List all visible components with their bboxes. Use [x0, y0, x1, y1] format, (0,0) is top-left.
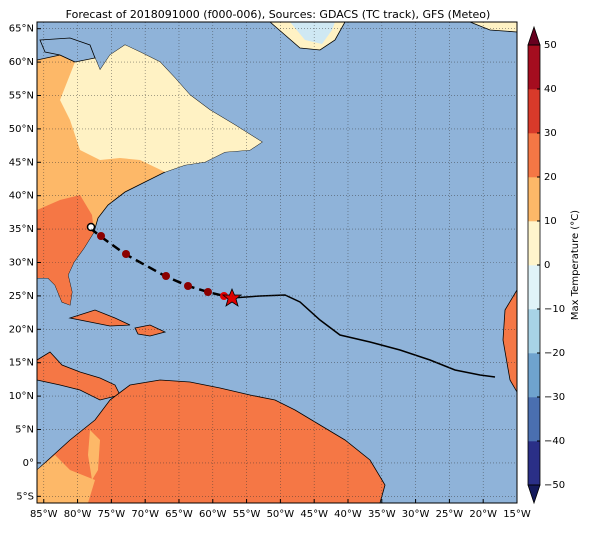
y-tick-label: 20°N: [9, 324, 34, 335]
y-tick-label: 5°S: [16, 491, 34, 502]
x-tick-label: 70°W: [131, 509, 159, 520]
y-tick-label: 35°N: [9, 224, 34, 235]
colorbar-tick-label: −10: [544, 304, 565, 315]
y-tick-label: 30°N: [9, 258, 34, 269]
colorbar-level: [528, 89, 540, 134]
africa: [502, 289, 517, 393]
hispaniola: [134, 324, 167, 337]
x-tick-label: 45°W: [300, 509, 328, 520]
map-area: [37, 22, 517, 503]
colorbar-tick-label: −50: [544, 480, 565, 491]
colorbar-tick-label: 20: [544, 172, 557, 183]
y-tick-label: 40°N: [9, 191, 34, 202]
track-point: [97, 232, 105, 240]
colorbar-label: Max Temperature (°C): [570, 210, 581, 320]
x-tick-label: 30°W: [402, 509, 430, 520]
x-tick-label: 25°W: [436, 509, 464, 520]
y-tick-label: 60°N: [9, 57, 34, 68]
y-tick-label: 50°N: [9, 124, 34, 135]
y-tick-label: 65°N: [9, 24, 34, 35]
track-point: [122, 250, 130, 258]
colorbar-level: [528, 221, 540, 266]
x-tick-label: 55°W: [233, 509, 261, 520]
andes: [88, 430, 100, 480]
x-tick-label: 50°W: [267, 509, 295, 520]
colorbar-level: [528, 265, 540, 310]
colorbar: −50 −40 −30 −20 −10 0 10 20 30 40 50 Max Temperatur…: [527, 25, 581, 505]
x-tick-label: 80°W: [64, 509, 92, 520]
track-point: [184, 282, 192, 290]
colorbar-tick-label: 0: [544, 260, 550, 271]
hurricane-track: [86, 222, 496, 378]
grid: [37, 22, 517, 503]
colorbar-level: [528, 441, 540, 486]
south-america: [37, 379, 386, 503]
x-tick-label: 15°W: [503, 509, 531, 520]
x-tick-label: 85°W: [30, 509, 58, 520]
colorbar-tick-label: −30: [544, 392, 565, 403]
y-tick-label: 10°N: [9, 391, 34, 402]
track-point: [86, 222, 96, 232]
colorbar-extend-low: [527, 484, 541, 505]
colorbar-level: [528, 45, 540, 90]
colorbar-level: [528, 133, 540, 178]
x-tick-label: 65°W: [165, 509, 193, 520]
colorbar-level: [528, 353, 540, 398]
greenland-ice: [290, 22, 335, 44]
current-position: [221, 287, 243, 307]
iceland: [469, 22, 517, 33]
y-tick-label: 5°N: [15, 425, 34, 436]
y-tick-label: 55°N: [9, 90, 34, 101]
colorbar-level: [528, 309, 540, 354]
colorbar-tick-label: −20: [544, 348, 565, 359]
y-tick-label: 25°N: [9, 291, 34, 302]
colorbar-level: [528, 177, 540, 222]
x-tick-label: 75°W: [98, 509, 126, 520]
caribbean-cuba: [68, 309, 131, 327]
canada-cool: [60, 45, 262, 172]
y-tick-label: 0°: [23, 458, 34, 469]
hudson-bay: [39, 37, 96, 63]
track-point: [204, 288, 212, 296]
x-tick-label: 60°W: [199, 509, 227, 520]
y-tick-label: 45°N: [9, 157, 34, 168]
y-tick-label: 15°N: [9, 358, 34, 369]
x-tick-label: 20°W: [469, 509, 497, 520]
colorbar-tick-label: 10: [544, 216, 557, 227]
track-point: [162, 272, 170, 280]
colorbar-extend-high: [527, 25, 541, 46]
x-tick-label: 35°W: [368, 509, 396, 520]
colorbar-tick-label: −40: [544, 436, 565, 447]
colorbar-tick-label: 50: [544, 40, 557, 51]
colorbar-tick-label: 40: [544, 84, 557, 95]
colorbar-level: [528, 397, 540, 442]
track-forecast: [231, 294, 496, 378]
map-title: Forecast of 2018091000 (f000-006), Sourc…: [66, 8, 491, 21]
central-america: [37, 351, 121, 401]
south-america-cool: [37, 455, 95, 503]
x-tick-label: 40°W: [334, 509, 362, 520]
colorbar-tick-label: 30: [544, 128, 557, 139]
us-southeast: [37, 195, 94, 305]
